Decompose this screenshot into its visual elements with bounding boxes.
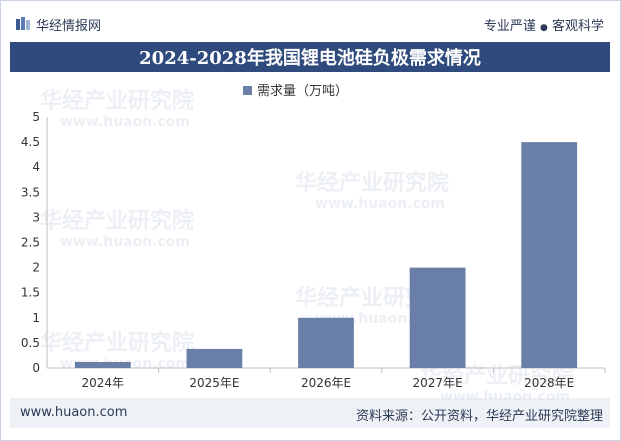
y-tick-label: 0 [32,361,40,375]
y-tick-label: 4 [32,160,40,174]
y-tick-label: 1.5 [21,286,40,300]
y-tick-label: 3.5 [21,185,40,199]
bar-1 [74,361,131,368]
bar-5 [521,142,578,368]
bar-3 [298,317,354,368]
watermark-url: www.huaon.com [60,234,190,250]
top-bar: 华经情报网 专业严谨 ● 客观科学 [10,10,610,38]
bar-2 [186,348,243,368]
watermark-text: 华经产业研究院 [40,208,194,234]
x-tick-label: 2028年E [524,376,574,390]
tagline-separator: ● [539,23,548,33]
x-tick-label: 2026年E [301,376,351,390]
bar-4 [409,267,466,368]
tagline-left: 专业严谨 [483,19,536,34]
footer-bar [10,398,610,428]
tagline-right: 客观科学 [551,19,604,34]
legend-label: 需求量（万吨） [257,84,348,99]
y-tick-label: 2.5 [21,236,40,250]
chart-title: 2024-2028年我国锂电池硅负极需求情况 [10,42,610,72]
x-tick-label: 2027年E [413,376,463,390]
y-tick-label: 3 [32,210,40,224]
legend-swatch [243,86,252,95]
brand-name: 华经情报网 [36,19,102,34]
watermark-url: www.huaon.com [440,389,570,400]
y-tick-label: 2 [32,261,40,275]
x-tick-label: 2025年E [189,376,239,390]
footer-source: 资料来源：公开资料，华经产业研究院整理 [355,409,603,424]
y-tick-label: 4.5 [21,135,40,149]
huajing-logo-icon [16,17,30,30]
brand-tagline: 专业严谨 ● 客观科学 [484,15,604,34]
y-tick-label: 5 [32,110,40,124]
watermark-url: www.huaon.com [60,114,190,130]
footer-website[interactable]: www.huaon.com [20,405,128,420]
bar-chart: 华经产业研究院www.huaon.com华经产业研究院www.huaon.com… [21,84,606,400]
watermark-text: 华经产业研究院 [40,330,194,356]
y-tick-label: 0.5 [21,336,40,350]
y-tick-label: 1 [32,311,40,325]
x-tick-label: 2024年 [82,376,125,390]
watermark-text: 华经产业研究院 [295,170,449,196]
watermark-text: 华经产业研究院 [40,88,194,114]
watermark-url: www.huaon.com [315,196,445,212]
